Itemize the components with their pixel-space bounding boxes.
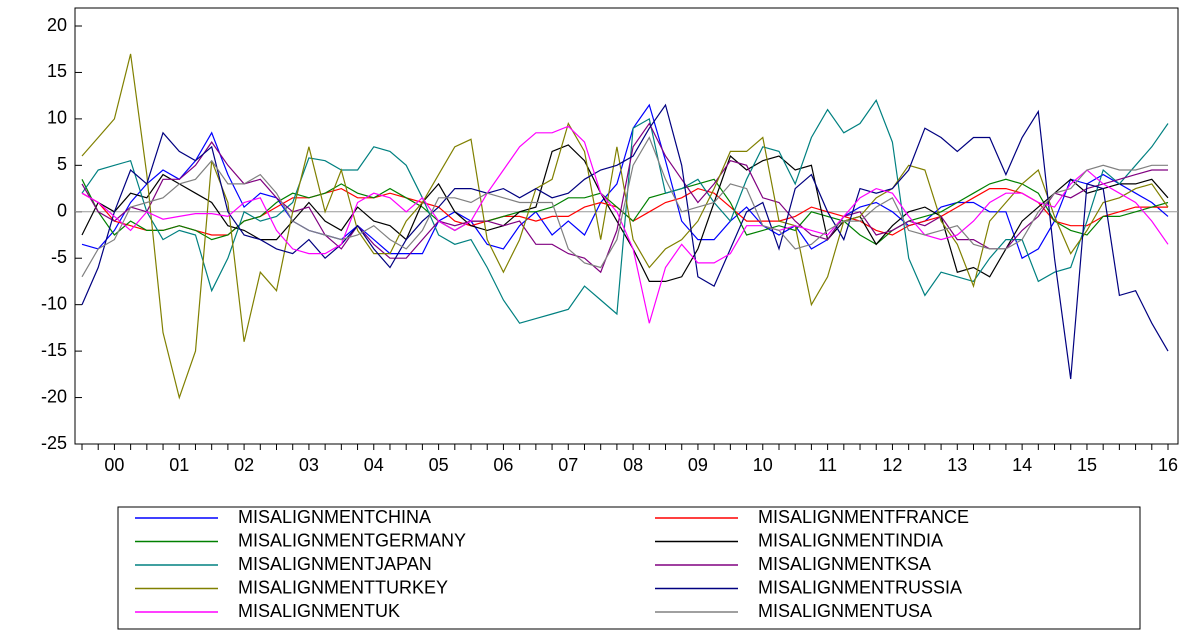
legend-label: MISALIGNMENTRUSSIA: [758, 577, 962, 597]
x-tick-label: 14: [1012, 455, 1032, 475]
y-tick-label: -25: [41, 433, 67, 453]
legend-label: MISALIGNMENTCHINA: [238, 507, 431, 527]
x-tick-label: 05: [429, 455, 449, 475]
x-tick-label: 01: [169, 455, 189, 475]
legend-label: MISALIGNMENTUSA: [758, 601, 932, 621]
y-tick-label: 0: [57, 201, 67, 221]
x-tick-label: 04: [364, 455, 384, 475]
x-tick-label: 09: [688, 455, 708, 475]
y-tick-label: 10: [47, 108, 67, 128]
x-tick-label: 06: [493, 455, 513, 475]
legend-label: MISALIGNMENTTURKEY: [238, 577, 448, 597]
x-tick-label: 10: [753, 455, 773, 475]
x-tick-label: 11: [818, 455, 837, 475]
y-tick-label: -15: [41, 340, 67, 360]
series-line: [81, 144, 1169, 282]
legend-label: MISALIGNMENTJAPAN: [238, 554, 432, 574]
series-line: [81, 53, 1169, 400]
legend-box: [117, 506, 1141, 630]
y-tick-label: 20: [47, 15, 67, 35]
series-line: [81, 178, 1169, 246]
x-tick-label: 02: [234, 455, 254, 475]
series-line: [81, 136, 1168, 278]
x-tick-label: 00: [104, 455, 124, 475]
series-line: [81, 103, 1169, 380]
y-tick-label: 5: [57, 154, 67, 174]
x-tick-label: 07: [558, 455, 578, 475]
legend-label: MISALIGNMENTKSA: [758, 554, 931, 574]
x-tick-label: 08: [623, 455, 643, 475]
x-tick-label: 12: [882, 455, 902, 475]
series-line: [81, 99, 1169, 324]
series-line: [81, 122, 1168, 274]
y-tick-label: -10: [41, 293, 67, 313]
y-tick-label: 15: [47, 61, 67, 81]
legend-label: MISALIGNMENTFRANCE: [758, 507, 969, 527]
x-tick-label: 13: [947, 455, 967, 475]
y-tick-label: -5: [51, 247, 67, 267]
y-tick-label: -20: [41, 386, 67, 406]
x-tick-label: 03: [299, 455, 319, 475]
legend-label: MISALIGNMENTINDIA: [758, 530, 943, 550]
x-tick-label: 15: [1077, 455, 1097, 475]
legend: MISALIGNMENTCHINA MISALIGNMENTFRANCE MISAL…: [135, 507, 969, 621]
legend-label: MISALIGNMENTUK: [238, 601, 400, 621]
plot-frame: [74, 7, 1179, 445]
x-tick-label: 16: [1158, 455, 1178, 475]
series-line: [81, 103, 1169, 260]
series-line: [81, 125, 1169, 324]
legend-label: MISALIGNMENTGERMANY: [238, 530, 466, 550]
